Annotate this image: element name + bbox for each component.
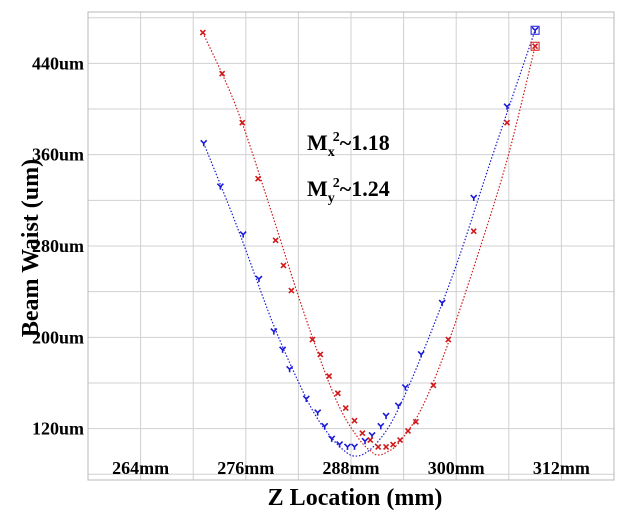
x-tick-label: 276mm [217, 458, 274, 478]
data-point [239, 231, 247, 238]
data-point [390, 441, 397, 448]
data-point [503, 103, 511, 110]
data-point [430, 382, 437, 389]
data-point [350, 443, 359, 450]
grid-layer [87, 12, 615, 480]
data-point [377, 422, 385, 430]
data-point [532, 43, 539, 50]
fit-curves [202, 30, 536, 457]
data-point [255, 275, 263, 283]
m-squared-annotation: Mx2~1.18 [307, 130, 390, 160]
x-tick-label: 288mm [323, 458, 380, 478]
data-point [412, 418, 419, 425]
data-point [199, 29, 206, 36]
annotations: Mx2~1.18 My2~1.24 [307, 130, 390, 206]
data-point [375, 443, 382, 450]
m-squared-annotation: My2~1.24 [307, 176, 390, 206]
data-point [288, 287, 295, 294]
y-tick-label: 440um [32, 53, 84, 73]
data-point [397, 436, 404, 444]
data-point [302, 395, 310, 402]
data-point [382, 412, 390, 420]
data-point [255, 175, 262, 182]
data-points [199, 25, 540, 450]
data-point [336, 441, 344, 448]
data-point [470, 228, 477, 235]
data-point [343, 443, 352, 450]
data-point [438, 299, 446, 307]
endpoint-box [530, 25, 540, 35]
data-point [401, 383, 409, 391]
data-point [328, 435, 336, 442]
y-axis-title: Beam Waist (um) [18, 159, 44, 337]
y-tick-label: 120um [32, 419, 84, 439]
data-point [286, 365, 294, 373]
data-point [272, 237, 279, 244]
fit-curve-2 [202, 32, 536, 456]
data-point [445, 336, 452, 343]
y-tick-label: 360um [32, 145, 84, 165]
data-point [503, 119, 511, 126]
data-point [270, 328, 278, 335]
x-tick-label: 312mm [533, 458, 590, 478]
data-point [314, 409, 322, 416]
data-point [239, 119, 246, 126]
data-point [367, 436, 374, 444]
x-tick-label: 264mm [112, 458, 169, 478]
data-point [351, 417, 358, 424]
endpoint-box [530, 41, 540, 51]
data-point [280, 262, 287, 269]
data-point [200, 139, 208, 147]
data-point [342, 405, 349, 412]
data-point [279, 346, 287, 353]
data-point [317, 351, 324, 358]
y-tick-label: 200um [32, 327, 84, 347]
x-tick-label: 300mm [428, 458, 485, 478]
data-point [359, 430, 366, 437]
data-point [309, 336, 316, 343]
data-point [394, 402, 402, 409]
data-point [321, 422, 329, 430]
x-tick-labels: 264mm 276mm 288mm 300mm 312mm [112, 458, 590, 478]
data-point [326, 373, 333, 380]
fit-curve-1 [203, 30, 536, 457]
data-point [470, 194, 478, 202]
data-point [417, 350, 425, 358]
data-point [531, 26, 539, 34]
data-point [219, 70, 226, 77]
data-point [383, 443, 390, 450]
data-point [216, 183, 224, 190]
data-point [334, 390, 341, 397]
y-tick-label: 280um [32, 236, 84, 256]
plot-frame [87, 11, 615, 481]
data-point [361, 437, 369, 445]
x-axis-title: Z Location (mm) [268, 485, 443, 511]
y-tick-labels: 120um 200um 280um 360um 440um [32, 53, 84, 438]
data-point [404, 427, 412, 434]
